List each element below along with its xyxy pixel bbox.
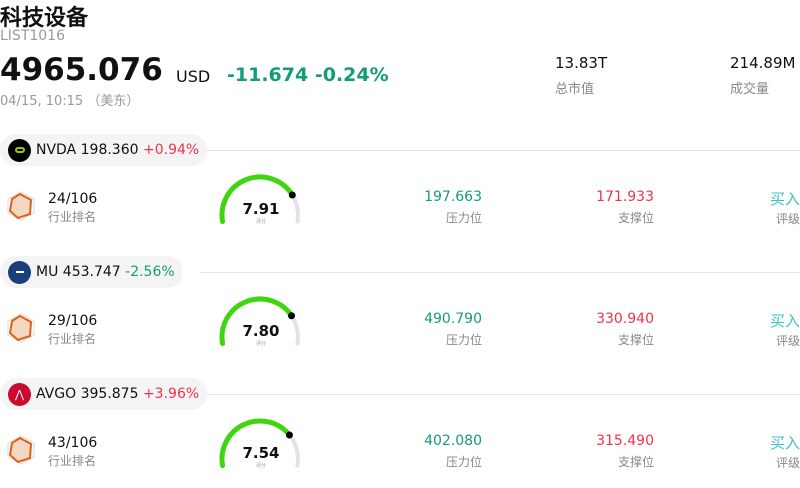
radar-icon bbox=[7, 313, 35, 343]
change-pct: -0.24% bbox=[314, 64, 389, 86]
score-value: 7.91 bbox=[242, 200, 280, 218]
industry-rank-label: 行业排名 bbox=[48, 332, 97, 346]
support-value: 330.940 bbox=[596, 311, 654, 327]
stock-change: +3.96% bbox=[142, 386, 200, 402]
market-cap-label: 总市值 bbox=[555, 82, 595, 97]
currency: USD bbox=[176, 67, 211, 86]
stock-pill-avgo[interactable]: ⋀ AVGO 395.875 +3.96% bbox=[0, 378, 208, 410]
score-gauge bbox=[219, 174, 300, 225]
gauge-marker bbox=[285, 431, 293, 439]
rating-label: 评级 bbox=[775, 456, 800, 470]
radar-icon bbox=[7, 191, 35, 221]
score-value: 7.80 bbox=[242, 322, 280, 340]
volume-value: 214.89M bbox=[730, 54, 796, 72]
score-gauge bbox=[219, 296, 300, 347]
gauge-marker bbox=[288, 312, 296, 320]
stock-change: -2.56% bbox=[125, 264, 175, 280]
change-value: -11.674 bbox=[227, 64, 309, 86]
industry-rank-label: 行业排名 bbox=[48, 210, 97, 224]
divider bbox=[200, 150, 800, 151]
industry-rank: 24/106 bbox=[48, 191, 98, 207]
company-logo-icon: ⋀ bbox=[8, 138, 31, 162]
score-gauge bbox=[219, 418, 300, 469]
support-value: 171.933 bbox=[596, 189, 654, 205]
support-label: 支撑位 bbox=[617, 455, 654, 469]
index-price: 4965.076 bbox=[0, 52, 163, 88]
stock-price: 453.747 bbox=[62, 264, 121, 280]
stock-pill-mu[interactable]: ⋀ MU 453.747 -2.56% bbox=[0, 256, 183, 288]
gauge-fill bbox=[219, 296, 295, 347]
resistance-value: 402.080 bbox=[424, 433, 482, 449]
rating-value[interactable]: 买入 bbox=[769, 190, 800, 208]
page-title: 科技设备 bbox=[0, 6, 89, 31]
rating-label: 评级 bbox=[775, 212, 800, 226]
company-logo-icon: ⋀ bbox=[8, 260, 31, 284]
gauge-marker bbox=[288, 191, 296, 199]
stock-pill-nvda[interactable]: ⋀ NVDA 198.360 +0.94% bbox=[0, 134, 208, 166]
timestamp: 04/15, 10:15 （美东） bbox=[0, 94, 140, 109]
radar-icon bbox=[7, 435, 35, 465]
industry-rank: 43/106 bbox=[48, 435, 98, 451]
company-logo-icon: ⋀ bbox=[8, 382, 31, 406]
industry-rank: 29/106 bbox=[48, 313, 98, 329]
score-label: 评分 bbox=[255, 341, 266, 347]
stock-price: 198.360 bbox=[80, 142, 139, 158]
divider bbox=[200, 272, 800, 273]
rating-value[interactable]: 买入 bbox=[769, 312, 800, 330]
ticker: NVDA bbox=[36, 142, 77, 158]
ticker: MU bbox=[36, 264, 59, 280]
resistance-label: 压力位 bbox=[445, 455, 482, 469]
rating-value[interactable]: 买入 bbox=[769, 434, 800, 452]
industry-rank-label: 行业排名 bbox=[48, 454, 97, 468]
resistance-label: 压力位 bbox=[445, 333, 482, 347]
price-change: -11.674 -0.24% bbox=[227, 64, 389, 86]
support-label: 支撑位 bbox=[617, 333, 654, 347]
stock-price: 395.875 bbox=[80, 386, 139, 402]
stock-change: +0.94% bbox=[142, 142, 200, 158]
ticker: AVGO bbox=[36, 386, 77, 402]
resistance-value: 197.663 bbox=[424, 189, 482, 205]
gauge-fill bbox=[219, 174, 295, 225]
score-value: 7.54 bbox=[242, 444, 280, 462]
support-value: 315.490 bbox=[596, 433, 654, 449]
rating-label: 评级 bbox=[775, 334, 800, 348]
list-code: LIST1016 bbox=[0, 28, 65, 44]
market-cap-value: 13.83T bbox=[555, 54, 608, 72]
resistance-label: 压力位 bbox=[445, 211, 482, 225]
support-label: 支撑位 bbox=[617, 211, 654, 225]
divider bbox=[200, 394, 800, 395]
resistance-value: 490.790 bbox=[424, 311, 482, 327]
score-label: 评分 bbox=[255, 463, 266, 469]
gauge-fill bbox=[219, 418, 292, 469]
volume-label: 成交量 bbox=[730, 82, 770, 97]
score-label: 评分 bbox=[255, 219, 266, 225]
